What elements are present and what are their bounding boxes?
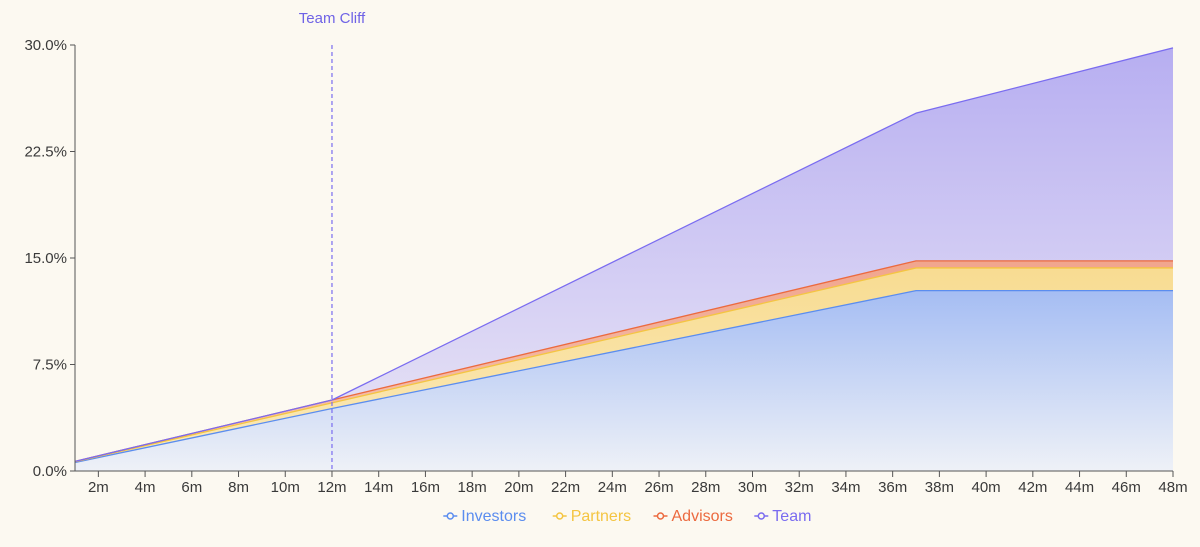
line-investors xyxy=(74,290,1173,464)
x-tick-label: 12m xyxy=(317,479,346,496)
x-tick-label: 46m xyxy=(1112,479,1141,496)
x-tick-label: 26m xyxy=(644,479,673,496)
legend-label-investors: Investors xyxy=(461,508,526,525)
legend-item-advisors[interactable]: Advisors xyxy=(653,508,733,525)
legend-marker-dot xyxy=(757,512,766,520)
x-tick-label: 20m xyxy=(504,479,533,496)
x-tick-label: 22m xyxy=(551,479,580,496)
line-partners xyxy=(74,267,1173,463)
x-tick-label: 8m xyxy=(228,479,249,496)
x-tick-label: 48m xyxy=(1158,479,1187,496)
x-tick-label: 36m xyxy=(878,479,907,496)
legend-marker-dot xyxy=(555,512,564,520)
y-tick-label: 15.0% xyxy=(24,250,67,267)
line-team xyxy=(74,47,1174,462)
legend-label-team: Team xyxy=(772,508,811,525)
team-cliff-label: Team Cliff xyxy=(299,10,366,27)
x-tick-label: 30m xyxy=(738,479,767,496)
x-tick-label: 42m xyxy=(1018,479,1047,496)
x-tick-label: 16m xyxy=(411,479,440,496)
x-tick-label: 32m xyxy=(785,479,814,496)
x-tick-label: 18m xyxy=(458,479,487,496)
area-partners xyxy=(75,267,1173,463)
x-tick-label: 4m xyxy=(135,479,156,496)
legend: Investors Partners Advisors Team xyxy=(443,508,811,525)
x-tick-label: 2m xyxy=(88,479,109,496)
x-tick-label: 38m xyxy=(925,479,954,496)
legend-marker-dot xyxy=(446,512,455,520)
legend-label-advisors: Advisors xyxy=(672,508,733,525)
y-tick-label: 7.5% xyxy=(33,357,67,374)
legend-marker-dot xyxy=(656,512,665,520)
area-team xyxy=(75,47,1173,462)
y-tick-label: 30.0% xyxy=(24,37,67,54)
legend-item-investors[interactable]: Investors xyxy=(443,508,526,525)
x-tick-label: 10m xyxy=(271,479,300,496)
y-tick-label: 22.5% xyxy=(24,144,67,161)
area-investors xyxy=(75,290,1173,471)
x-tick-label: 34m xyxy=(831,479,860,496)
legend-item-team[interactable]: Team xyxy=(754,508,811,525)
x-tick-label: 14m xyxy=(364,479,393,496)
x-tick-label: 6m xyxy=(181,479,202,496)
legend-label-partners: Partners xyxy=(571,508,631,525)
x-tick-label: 40m xyxy=(972,479,1001,496)
y-tick-label: 0.0% xyxy=(33,463,67,480)
x-tick-label: 28m xyxy=(691,479,720,496)
x-tick-label: 24m xyxy=(598,479,627,496)
legend-item-partners[interactable]: Partners xyxy=(552,508,631,525)
x-tick-label: 44m xyxy=(1065,479,1094,496)
